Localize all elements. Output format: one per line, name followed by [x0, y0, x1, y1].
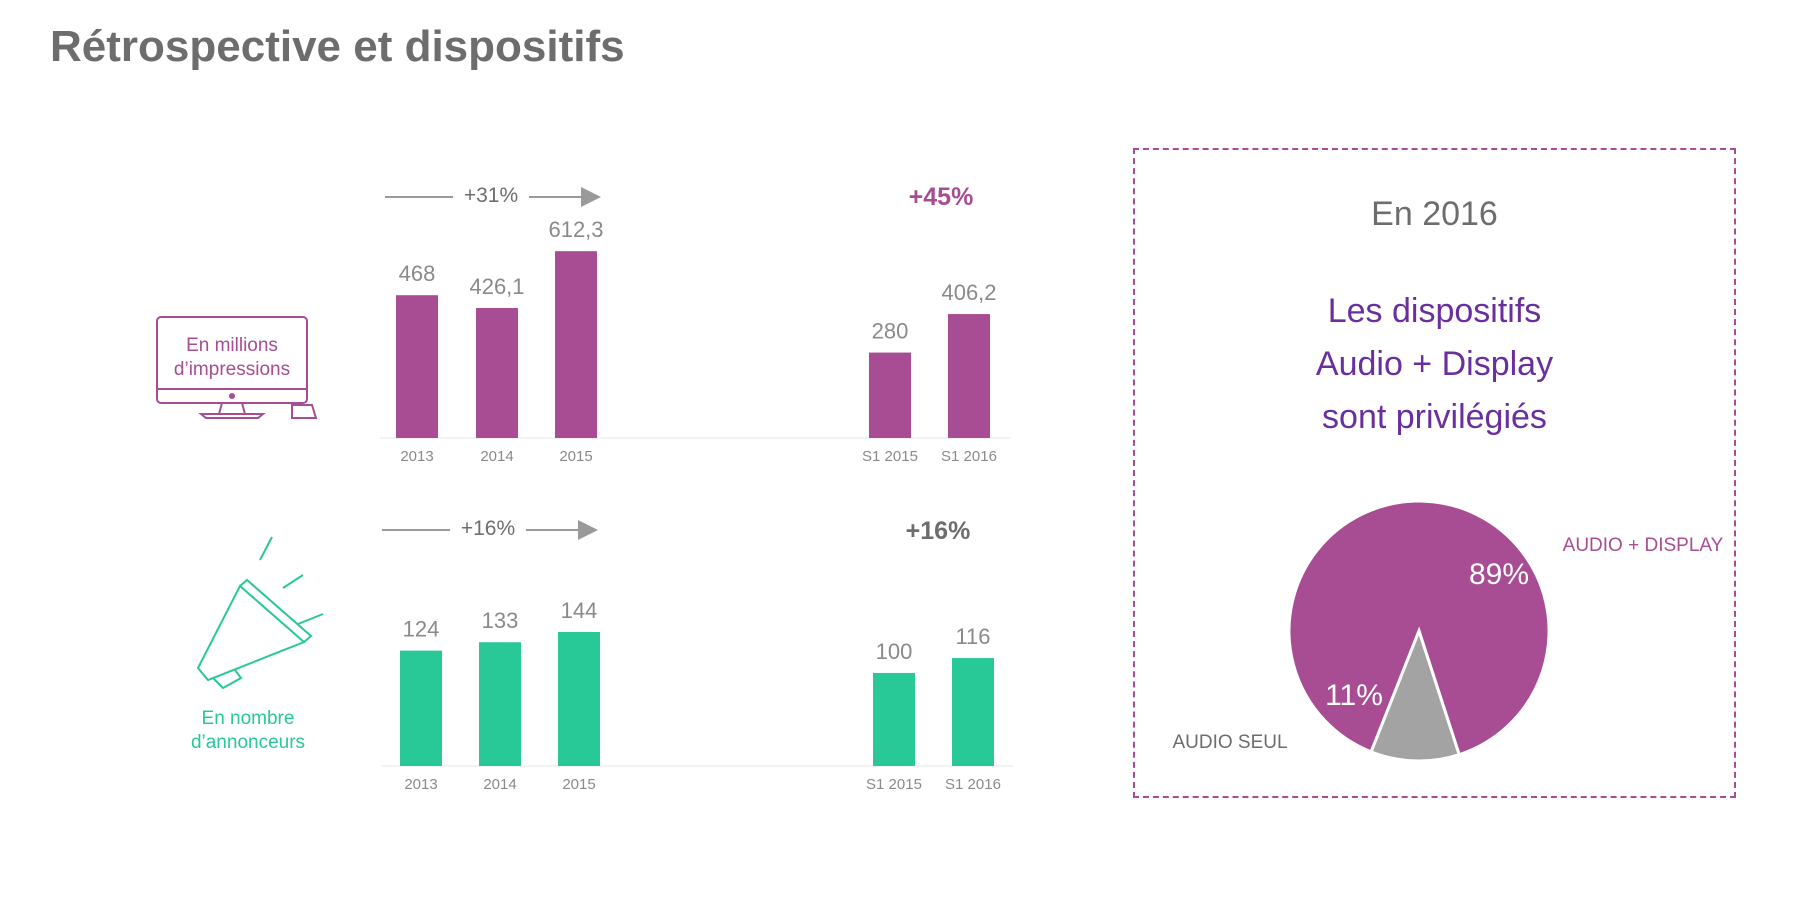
impressions-value-label-1: 426,1	[469, 274, 524, 299]
impressions-bar-1	[476, 307, 518, 438]
pie-category-label-1: AUDIO SEUL	[1172, 732, 1287, 753]
annonceurs-category-label-4: S1 2016	[945, 776, 1001, 793]
impressions-bar-0	[396, 295, 438, 438]
impressions-category-label-2: 2015	[559, 448, 592, 465]
pie-headline-line1: Les dispositifs	[1327, 292, 1542, 330]
impressions-category-label-1: 2014	[480, 448, 513, 465]
page-title: Rétrospective et dispositifs	[50, 22, 625, 71]
pie-headline: Les dispositifs Audio + Display sont pri…	[1135, 285, 1734, 444]
annonceurs-growth-annual-label: +16%	[461, 517, 515, 540]
annonceurs-growth-annual: +16%	[382, 517, 598, 540]
impressions-value-label-3: 280	[872, 319, 909, 344]
megaphone-icon	[196, 536, 324, 690]
pie-headline-line3: sont privilégiés	[1322, 398, 1547, 436]
annonceurs-category-label-3: S1 2015	[866, 776, 922, 793]
annonceurs-bar-1	[479, 642, 521, 766]
annonceurs-value-label-1: 133	[482, 608, 519, 633]
impressions-value-label-2: 612,3	[548, 217, 603, 242]
pie-year-title: En 2016	[1371, 195, 1498, 233]
annonceurs-bar-0	[400, 650, 442, 766]
impressions-label-line2: d’impressions	[174, 359, 290, 380]
impressions-value-label-0: 468	[399, 261, 436, 286]
impressions-bar-3	[869, 352, 911, 438]
annonceurs-value-label-2: 144	[561, 598, 598, 623]
pie-percent-label-0: 89%	[1469, 558, 1529, 591]
annonceurs-bar-4	[952, 658, 994, 766]
impressions-category-label-4: S1 2016	[941, 448, 997, 465]
impressions-growth-annual: +31%	[385, 184, 601, 207]
impressions-category-label-0: 2013	[400, 448, 433, 465]
pie-headline-line2: Audio + Display	[1315, 345, 1554, 383]
annonceurs-value-label-4: 116	[955, 624, 990, 649]
impressions-growth-annual-label: +31%	[464, 184, 518, 207]
annonceurs-growth-semester: +16%	[906, 517, 971, 545]
impressions-value-label-4: 406,2	[941, 280, 996, 305]
impressions-growth-semester: +45%	[909, 183, 974, 211]
pie-percent-label-1: 11%	[1325, 679, 1383, 712]
impressions-label-line1: En millions	[186, 335, 278, 356]
pie-chart: 89% AUDIO + DISPLAY 11% AUDIO SEUL	[1172, 499, 1724, 763]
annonceurs-label-line2: d’annonceurs	[191, 732, 305, 753]
impressions-bar-4	[948, 314, 990, 438]
annonceurs-value-label-0: 124	[403, 617, 440, 642]
impressions-chart: En millions d’impressions +31% +45% 468 2…	[156, 183, 1010, 465]
impressions-bars: 468 2013 426,1 2014 612,3 2015 280 S1 2015 406,2…	[396, 217, 997, 465]
annonceurs-chart: En nombre d’annonceurs +16% +16% 124 2013…	[191, 517, 1014, 793]
annonceurs-bar-2	[558, 632, 600, 766]
pie-slice-1	[1369, 626, 1462, 763]
annonceurs-category-label-1: 2014	[483, 776, 516, 793]
pie-panel: En 2016 Les dispositifs Audio + Display …	[1133, 148, 1736, 798]
annonceurs-category-label-2: 2015	[562, 776, 595, 793]
annonceurs-bar-3	[873, 672, 915, 766]
pie-category-label-0: AUDIO + DISPLAY	[1563, 535, 1724, 556]
annonceurs-value-label-3: 100	[876, 639, 913, 664]
annonceurs-category-label-0: 2013	[404, 776, 437, 793]
annonceurs-label-line1: En nombre	[202, 708, 295, 729]
annonceurs-bars: 124 2013 133 2014 144 2015 100 S1 2015 116 S1 201…	[400, 598, 1001, 793]
impressions-bar-2	[555, 251, 597, 438]
impressions-category-label-3: S1 2015	[862, 448, 918, 465]
monitor-icon	[156, 316, 318, 419]
